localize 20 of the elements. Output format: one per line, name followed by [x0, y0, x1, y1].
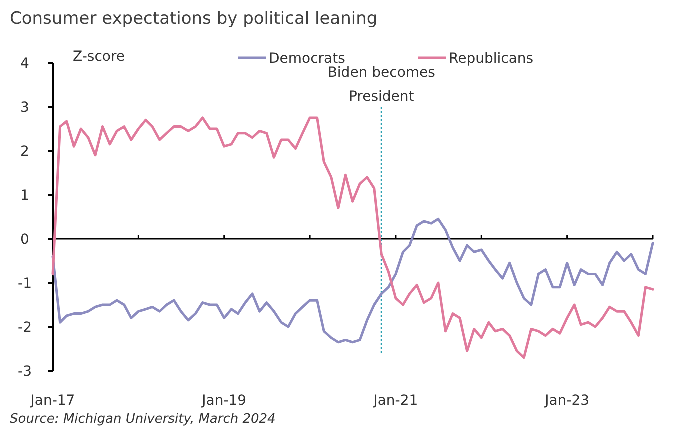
y-tick-label: 1: [20, 188, 30, 204]
legend-label: Republicans: [449, 50, 534, 67]
y-tick-label: 4: [20, 56, 30, 72]
x-tick-label: Jan-23: [544, 393, 590, 409]
y-tick-label: -3: [18, 364, 32, 380]
line-series: [52, 116, 654, 360]
y-axis-title: Z-score: [73, 49, 126, 65]
chart-title: Consumer expectations by political leaning: [10, 9, 378, 29]
y-tick-label: -1: [18, 276, 32, 292]
y-tick-label: 0: [20, 232, 30, 248]
y-tick-label: 2: [20, 144, 30, 160]
source-note: Source: Michigan University, March 2024: [10, 412, 276, 427]
x-tick-label: Jan-17: [30, 393, 76, 409]
ref-line-label: Biden becomes President: [328, 65, 436, 105]
y-tick-label: -2: [18, 320, 32, 336]
y-tick-label: 3: [20, 100, 30, 116]
line-series: [52, 218, 654, 344]
legend-label: Democrats: [269, 50, 346, 67]
x-tick-label: Jan-21: [372, 393, 418, 409]
x-tick-label: Jan-19: [201, 393, 247, 409]
